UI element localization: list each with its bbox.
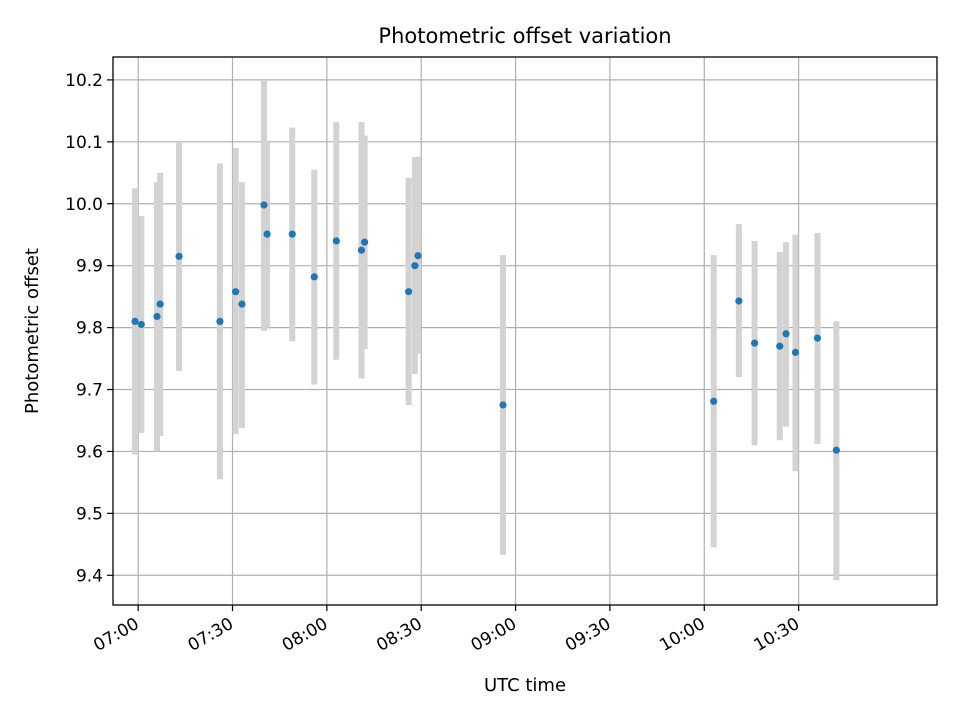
- data-point: [791, 348, 800, 356]
- data-point: [411, 262, 419, 270]
- data-point: [175, 252, 183, 260]
- data-point: [414, 252, 422, 260]
- y-tick-label: 9.4: [76, 566, 103, 586]
- data-point: [238, 300, 246, 308]
- y-tick-label: 9.6: [76, 442, 103, 462]
- data-point: [216, 317, 224, 326]
- data-point: [332, 237, 340, 245]
- y-tick-label: 9.7: [76, 381, 103, 401]
- data-point: [782, 330, 790, 338]
- y-tick-label: 9.8: [76, 319, 103, 339]
- data-point: [710, 397, 718, 405]
- data-point: [405, 288, 413, 296]
- y-tick-label: 9.5: [76, 504, 103, 524]
- data-point: [131, 317, 139, 326]
- data-point: [288, 230, 296, 238]
- data-point: [813, 334, 822, 342]
- data-point: [263, 230, 271, 238]
- data-point: [357, 246, 366, 254]
- data-point: [750, 339, 759, 347]
- data-point: [776, 342, 784, 350]
- y-tick-label: 9.9: [76, 257, 103, 277]
- y-axis-ticks: 9.4 9.5 9.6 9.7 9.8 9.9 10.0 10.1 10.2: [65, 71, 113, 586]
- grid-lines: [113, 57, 937, 605]
- data-point: [137, 320, 145, 329]
- data-point: [156, 300, 164, 308]
- y-tick-label: 10.1: [65, 133, 103, 153]
- data-point: [232, 288, 240, 296]
- y-tick-label: 10.0: [65, 195, 103, 215]
- data-point: [735, 297, 743, 305]
- data-point: [499, 401, 507, 409]
- data-point: [310, 273, 318, 281]
- chart-title: Photometric offset variation: [378, 24, 671, 48]
- data-point: [361, 238, 369, 246]
- data-point: [832, 446, 840, 454]
- x-axis-label: UTC time: [484, 675, 566, 696]
- data-point: [153, 312, 161, 321]
- data-points: [131, 201, 840, 454]
- data-point: [260, 201, 268, 209]
- y-axis-label: Photometric offset: [22, 248, 43, 414]
- y-tick-label: 10.2: [65, 71, 103, 91]
- plot-frame: [112, 56, 938, 606]
